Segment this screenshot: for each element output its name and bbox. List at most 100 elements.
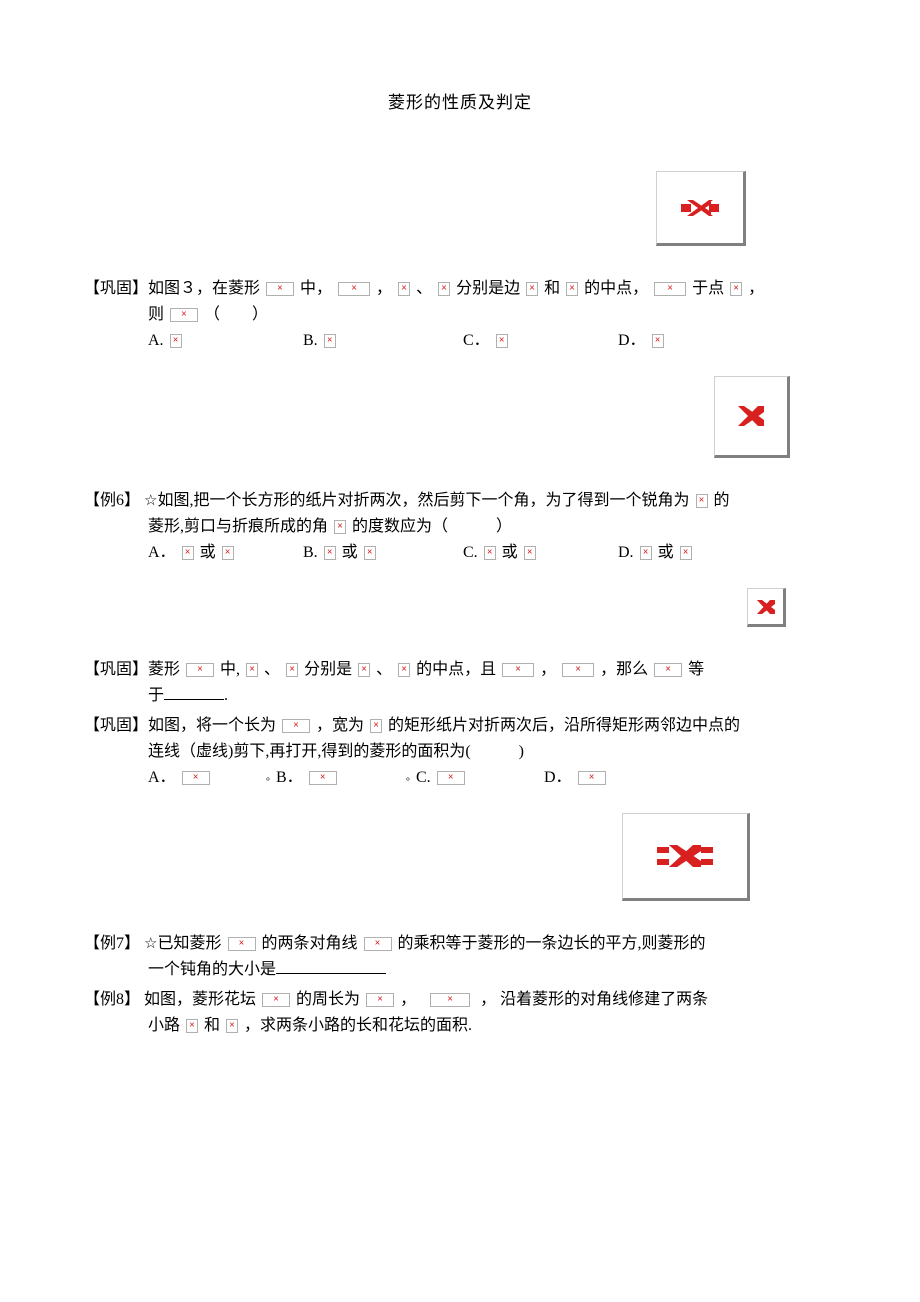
- option-b: B.: [303, 328, 463, 354]
- inline-broken-icon: [309, 771, 337, 785]
- inline-broken-icon: [228, 937, 256, 951]
- inline-broken-icon: [526, 282, 538, 296]
- inline-broken-icon: [182, 771, 210, 785]
- figure-3-container: [84, 588, 836, 627]
- problem-text-line2: 于.: [84, 683, 836, 709]
- problem-text-line2: 菱形,剪口与折痕所成的角 的度数应为（ ）: [84, 514, 836, 540]
- inline-broken-icon: [170, 334, 182, 348]
- option-d: D．: [544, 765, 608, 791]
- figure-2-container: [84, 376, 836, 458]
- text: 已知菱形: [157, 935, 221, 952]
- text: 沿着菱形的对角线修建了两条: [500, 991, 708, 1008]
- text: C.: [416, 765, 431, 791]
- problem-gonggu-2: 【巩固】 菱形 中, 、 分别是 、 的中点，且 ， ，那么 等 于.: [84, 657, 836, 709]
- text: 中，: [300, 280, 332, 297]
- option-d: D．: [618, 328, 666, 354]
- inline-broken-icon: [364, 937, 392, 951]
- text: 等: [688, 661, 704, 678]
- tag-gonggu: 【巩固】: [84, 713, 148, 739]
- text: （ ）: [204, 306, 268, 323]
- inline-broken-icon: [437, 771, 465, 785]
- text: 如图，将一个长为: [148, 717, 276, 734]
- option-d: D. 或: [618, 540, 694, 566]
- tag-example: 【例7】: [84, 931, 140, 957]
- text: 或: [342, 540, 358, 566]
- text: 分别是边: [456, 280, 520, 297]
- option-a: A． 或: [148, 540, 303, 566]
- text: 。: [266, 765, 276, 791]
- problem-text-line2: 一个钝角的大小是: [84, 957, 836, 983]
- blank-underline: [276, 958, 386, 974]
- text: 、: [264, 661, 280, 678]
- inline-broken-icon: [566, 282, 578, 296]
- text: B.: [303, 540, 318, 566]
- option-c: C．: [463, 328, 618, 354]
- inline-broken-icon: [364, 546, 376, 560]
- problem-example-6: 【例6】 ☆如图,把一个长方形的纸片对折两次，然后剪下一个角，为了得到一个锐角为…: [84, 488, 836, 566]
- option-a: A．: [148, 765, 266, 791]
- text: 【例: [84, 492, 116, 509]
- page-title: 菱形的性质及判定: [84, 88, 836, 113]
- text: 】: [124, 991, 140, 1008]
- text: 8: [116, 991, 124, 1008]
- x-icon: [681, 196, 719, 220]
- inline-broken-icon: [730, 282, 742, 296]
- text: 则: [148, 306, 164, 323]
- text: 和: [204, 1017, 220, 1034]
- inline-broken-icon: [398, 282, 410, 296]
- tag-example: 【例8】: [84, 987, 140, 1013]
- inline-broken-icon: [324, 334, 336, 348]
- x-icon: [657, 841, 713, 871]
- text: B.: [303, 328, 318, 354]
- options: A. B. C． D．: [84, 328, 836, 354]
- text: 的乘积等于菱形的一条边长的平方,则菱形的: [398, 935, 706, 952]
- inline-broken-icon: [640, 546, 652, 560]
- text: 菱形,剪口与折痕所成的角: [148, 518, 328, 535]
- text: 菱形: [148, 661, 180, 678]
- inline-broken-icon: [524, 546, 536, 560]
- text: C．: [463, 328, 490, 354]
- broken-image-icon: [714, 376, 790, 458]
- text: 的周长为: [296, 991, 360, 1008]
- inline-broken-icon: [324, 546, 336, 560]
- inline-broken-icon: [262, 993, 290, 1007]
- inline-broken-icon: [186, 663, 214, 677]
- text: ，: [540, 661, 556, 678]
- problem-text: ☆已知菱形 的两条对角线 的乘积等于菱形的一条边长的平方,则菱形的: [140, 931, 836, 957]
- tag-example: 【例6】: [84, 488, 140, 514]
- inline-broken-icon: [696, 494, 708, 508]
- star-icon: ☆: [144, 936, 157, 952]
- text: 的中点，: [584, 280, 648, 297]
- text: 或: [658, 540, 674, 566]
- text: ，那么: [600, 661, 648, 678]
- text: B．: [276, 765, 303, 791]
- text: 如图３，在菱形: [148, 280, 260, 297]
- inline-broken-icon: [438, 282, 450, 296]
- text: 的中点，且: [416, 661, 496, 678]
- inline-broken-icon: [370, 719, 382, 733]
- text: ，: [748, 280, 764, 297]
- x-icon: [736, 400, 766, 432]
- text: 【例: [84, 991, 116, 1008]
- inline-broken-icon: [366, 993, 394, 1007]
- text: 、: [416, 280, 432, 297]
- text: 或: [200, 540, 216, 566]
- text: 如图,把一个长方形的纸片对折两次，然后剪下一个角，为了得到一个锐角为: [157, 492, 689, 509]
- inline-broken-icon: [226, 1019, 238, 1033]
- problem-example-8: 【例8】 如图，菱形花坛 的周长为 ， ， 沿着菱形的对角线修建了两条 小路 和…: [84, 987, 836, 1039]
- text: 和: [544, 280, 560, 297]
- inline-broken-icon: [170, 308, 198, 322]
- inline-broken-icon: [484, 546, 496, 560]
- inline-broken-icon: [334, 520, 346, 534]
- tag-gonggu: 【巩固】: [84, 276, 148, 302]
- option-a: A.: [148, 328, 303, 354]
- text: 如图，菱形花坛: [144, 991, 256, 1008]
- tag-gonggu: 【巩固】: [84, 657, 148, 683]
- text: 的两条对角线: [262, 935, 358, 952]
- problem-example-7: 【例7】 ☆已知菱形 的两条对角线 的乘积等于菱形的一条边长的平方,则菱形的 一…: [84, 931, 836, 983]
- inline-broken-icon: [654, 663, 682, 677]
- inline-broken-icon: [286, 663, 298, 677]
- text: D．: [544, 765, 572, 791]
- text: 中,: [220, 661, 240, 678]
- options: A． 。B． 。C. D．: [84, 765, 836, 791]
